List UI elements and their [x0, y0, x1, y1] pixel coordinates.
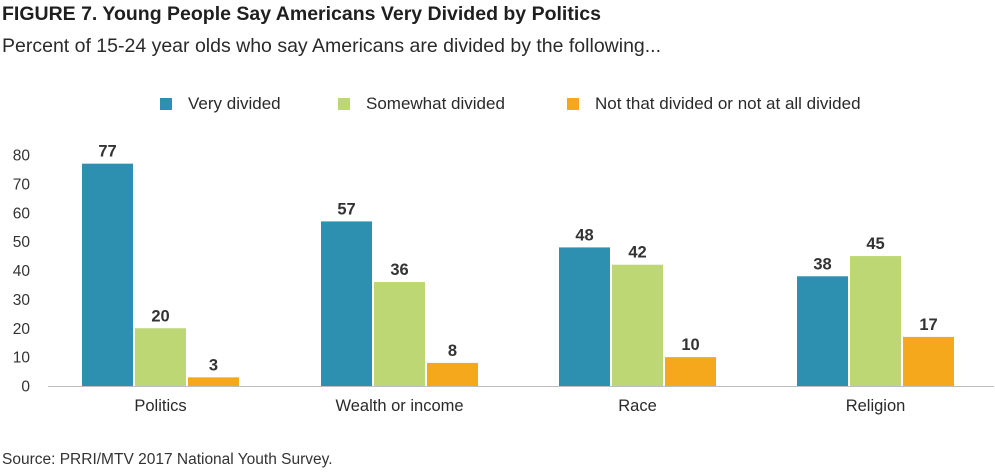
y-tick-label: 40 [13, 263, 31, 280]
bar [135, 328, 186, 386]
legend-label-very-divided: Very divided [188, 94, 281, 113]
chart-subtitle: Percent of 15-24 year olds who say Ameri… [2, 35, 662, 57]
x-tick-label: Race [618, 397, 657, 415]
chart-title: FIGURE 7. Young People Say Americans Ver… [2, 3, 601, 25]
bar [665, 357, 716, 386]
data-label: 57 [337, 200, 355, 218]
x-tick-label: Religion [846, 397, 906, 415]
data-label: 42 [628, 244, 646, 262]
bar [374, 282, 425, 386]
bar [903, 336, 954, 386]
legend-item-very-divided: Very divided [160, 94, 281, 114]
bar [188, 377, 239, 386]
bar [321, 221, 372, 386]
y-tick-label: 0 [21, 379, 30, 396]
legend: Very divided Somewhat divided Not that d… [0, 94, 995, 116]
data-label: 38 [813, 255, 831, 273]
data-label: 20 [151, 307, 169, 325]
legend-label-somewhat-divided: Somewhat divided [366, 94, 505, 113]
bar [612, 264, 663, 386]
y-tick-label: 80 [13, 148, 31, 165]
legend-swatch-not-divided [567, 98, 579, 110]
bar [559, 247, 610, 386]
data-label: 3 [209, 356, 218, 374]
y-tick-label: 20 [13, 321, 31, 338]
x-tick-label: Politics [134, 397, 186, 415]
legend-swatch-very-divided [160, 98, 172, 110]
legend-item-somewhat-divided: Somewhat divided [338, 94, 505, 114]
x-tick-label: Wealth or income [335, 397, 463, 415]
legend-item-not-divided: Not that divided or not at all divided [567, 94, 861, 114]
bar [850, 256, 901, 386]
source-note: Source: PRRI/MTV 2017 National Youth Sur… [2, 451, 333, 468]
data-label: 48 [575, 226, 593, 244]
legend-swatch-somewhat-divided [338, 98, 350, 110]
data-label: 77 [98, 143, 116, 161]
data-label: 8 [448, 342, 457, 360]
bar [427, 362, 478, 386]
data-label: 10 [681, 336, 699, 354]
legend-label-not-divided: Not that divided or not at all divided [595, 94, 861, 113]
y-tick-label: 60 [13, 205, 31, 222]
y-tick-label: 30 [13, 292, 31, 309]
y-tick-label: 50 [13, 234, 31, 251]
data-label: 45 [866, 235, 884, 253]
bar [797, 276, 848, 386]
y-tick-label: 10 [13, 350, 31, 367]
bar [82, 163, 133, 386]
y-tick-label: 70 [13, 176, 31, 193]
data-label: 17 [919, 316, 937, 334]
data-label: 36 [390, 261, 408, 279]
